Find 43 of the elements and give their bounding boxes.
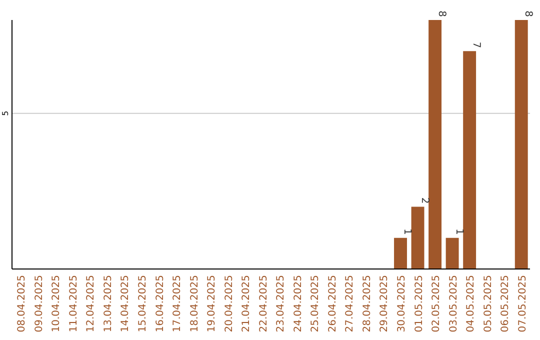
x-tick-label: 19.04.2025 [206, 275, 218, 332]
x-tick-label: 05.05.2025 [482, 275, 494, 332]
x-tick-label: 22.04.2025 [258, 275, 270, 332]
data-label: 8 [436, 10, 448, 17]
x-tick-label: 13.04.2025 [102, 275, 114, 332]
data-label: 7 [470, 42, 482, 48]
x-tick-label: 29.04.2025 [379, 275, 390, 332]
x-tick-label: 21.04.2025 [241, 275, 252, 332]
x-tick-label: 06.05.2025 [500, 275, 512, 332]
x-tick-label: 12.04.2025 [86, 275, 97, 332]
x-tick-label: 08.04.2025 [16, 275, 28, 332]
x-tick-label: 26.04.2025 [327, 275, 338, 332]
x-tick-label: 18.04.2025 [189, 275, 200, 332]
x-tick-label: 24.04.2025 [292, 275, 304, 332]
x-tick-label: 15.04.2025 [138, 275, 148, 332]
x-tick-label: 01.05.2025 [414, 275, 425, 332]
bar [394, 238, 407, 269]
x-tick-label: 11.04.2025 [68, 275, 80, 332]
x-tick-label: 25.04.2025 [310, 275, 322, 332]
data-label: 1 [402, 228, 412, 235]
x-tick-label: 16.04.2025 [154, 275, 166, 332]
x-tick-label: 28.04.2025 [362, 275, 373, 332]
x-tick-label: 20.04.2025 [224, 275, 235, 332]
x-tick-label: 23.04.2025 [276, 275, 287, 332]
x-tick-label: 27.04.2025 [344, 275, 356, 332]
y-tick-label: 5 [1, 110, 10, 116]
data-label: 8 [522, 10, 534, 17]
x-tick-label: 17.04.2025 [172, 275, 184, 332]
x-tick-label: 30.04.2025 [396, 275, 408, 332]
x-tick-label: 02.05.2025 [431, 275, 442, 332]
bar [446, 238, 459, 269]
x-tick-label: 14.04.2025 [120, 275, 132, 332]
data-label: 1 [453, 228, 464, 235]
x-tick-label: 10.04.2025 [51, 275, 62, 332]
bar [514, 20, 528, 269]
x-tick-label: 04.05.2025 [466, 275, 477, 332]
x-tick-label: 07.05.2025 [517, 275, 528, 332]
x-tick-label: 09.04.2025 [34, 275, 45, 332]
data-label: 2 [418, 197, 430, 204]
bar [411, 206, 424, 269]
x-tick-label: 03.05.2025 [448, 275, 460, 332]
bar [428, 20, 442, 269]
bar [463, 51, 476, 269]
